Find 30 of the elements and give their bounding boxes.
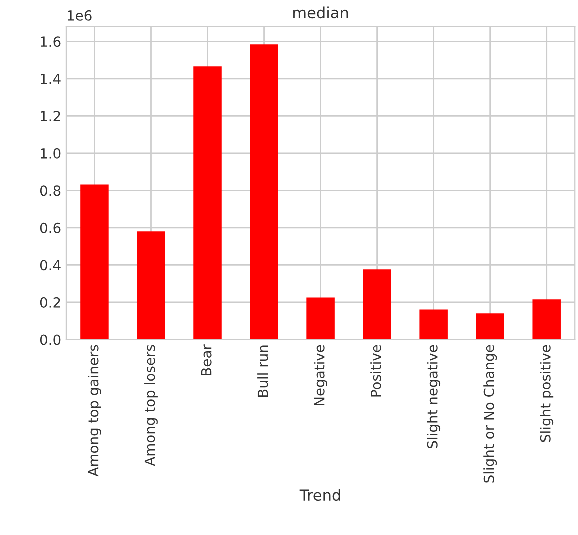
y-tick-label: 0.4 (40, 260, 61, 271)
x-tick-label: Slight negative (427, 345, 441, 448)
bar (420, 310, 448, 340)
bar (476, 314, 504, 340)
bar (194, 66, 222, 340)
x-tick-label: Slight or No Change (484, 345, 498, 483)
bar (250, 44, 278, 340)
y-tick-label: 1.4 (41, 74, 61, 84)
y-tick-label: 1.6 (41, 36, 61, 48)
bar (306, 298, 335, 340)
x-tick-label: Positive (370, 345, 382, 397)
y-tick-label: 0.0 (40, 334, 61, 346)
bar (137, 232, 166, 340)
y-tick-label: 0.6 (40, 222, 61, 234)
text: 1e6 (68, 10, 92, 21)
y-tick-label: 0.8 (40, 186, 61, 196)
x-tick-label: Among top losers (144, 345, 158, 466)
x-tick-label: Negative (314, 345, 328, 406)
y-tick-label: 0.2 (40, 297, 60, 308)
y-tick-label: 1.2 (41, 111, 60, 122)
chart-title: median (294, 6, 348, 19)
y-tick-label: 1.0 (41, 148, 61, 159)
bar (532, 300, 561, 340)
bar (80, 184, 109, 340)
bar (363, 270, 392, 340)
x-axis-title: Trend (300, 489, 340, 502)
x-tick-label: Bear (201, 344, 212, 376)
x-tick-label: Bull run (258, 346, 268, 397)
x-tick-label: Slight positive (540, 345, 554, 442)
x-tick-label: Among top gainers (88, 345, 102, 477)
